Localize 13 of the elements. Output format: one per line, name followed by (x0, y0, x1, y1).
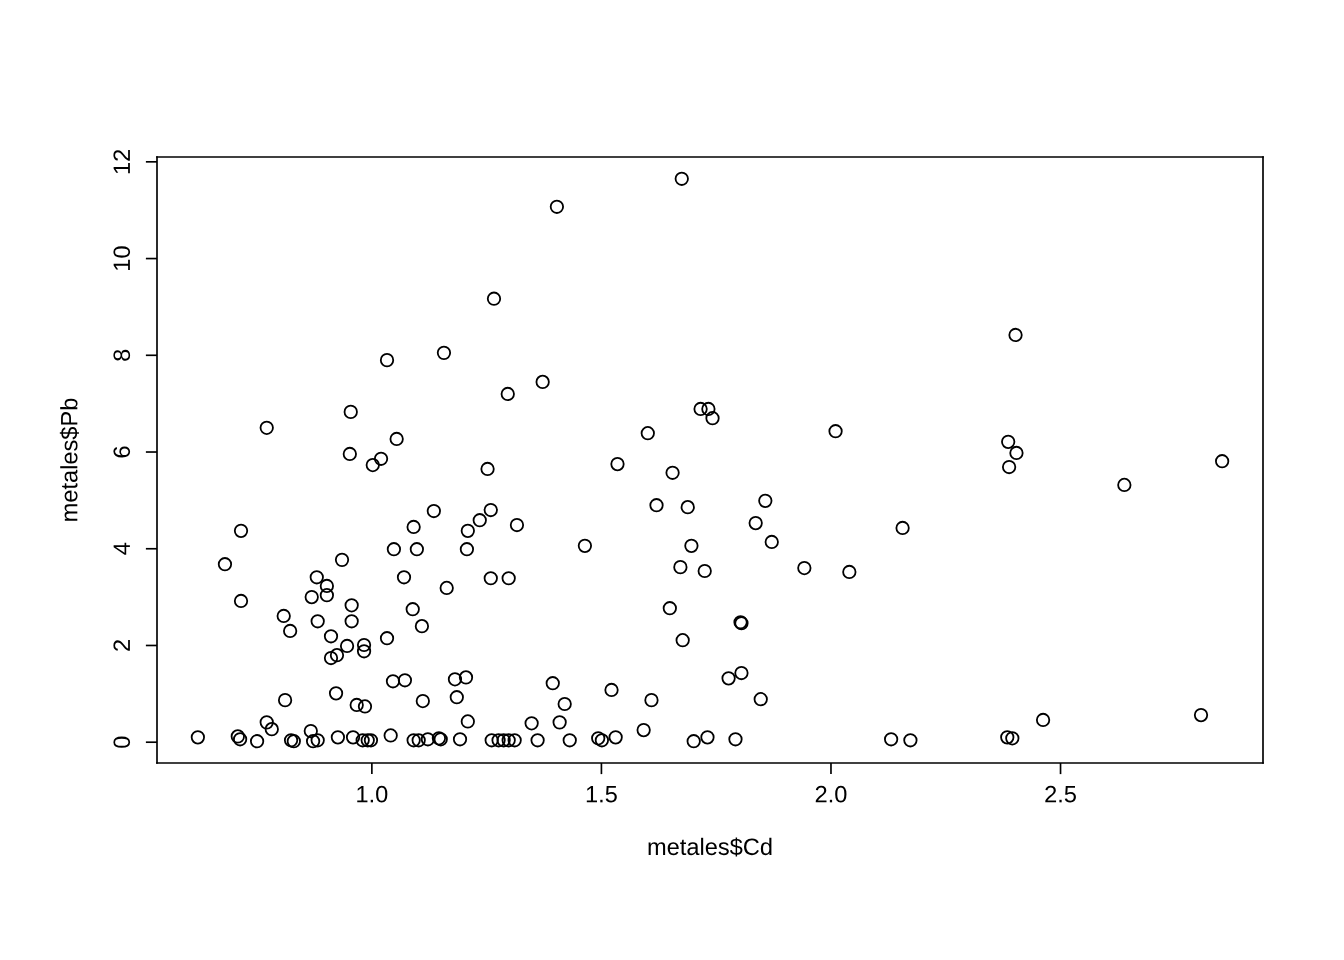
x-tick-label: 2.0 (815, 785, 847, 803)
y-tick-label: 0 (113, 736, 131, 748)
y-tick-label: 12 (113, 149, 130, 174)
y-tick-label: 6 (113, 446, 131, 458)
y-tick-label: 4 (113, 542, 130, 555)
x-tick-label: 1.5 (586, 786, 617, 803)
x-tick-label: 1.0 (357, 785, 388, 803)
y-tick-label: 2 (113, 640, 130, 651)
x-tick-label: 2.5 (1045, 785, 1076, 803)
y-axis-title: metales$Pb (59, 398, 79, 521)
y-tick-label: 10 (113, 246, 131, 270)
x-axis-title: metales$Cd (648, 837, 772, 857)
y-tick-label: 8 (113, 349, 131, 361)
